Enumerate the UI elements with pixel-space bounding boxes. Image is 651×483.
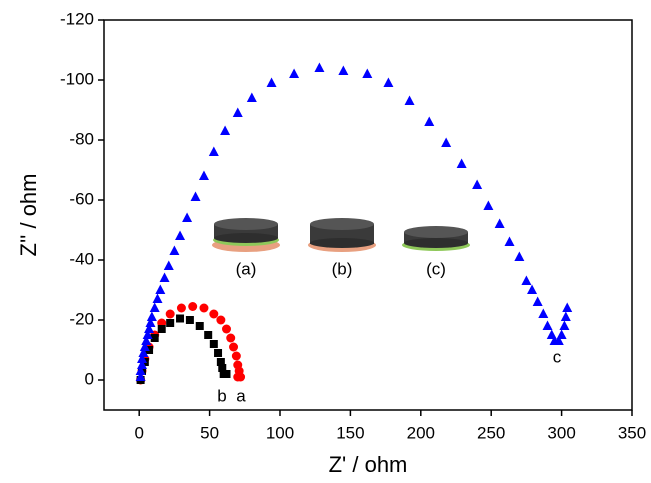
marker	[222, 370, 231, 378]
marker	[185, 316, 194, 324]
marker	[527, 284, 538, 294]
marker	[137, 359, 148, 369]
x-tick-label: 200	[407, 423, 435, 442]
marker	[542, 320, 553, 330]
inset-discs	[212, 218, 470, 252]
marker	[472, 179, 483, 189]
marker	[208, 146, 219, 156]
marker	[532, 296, 543, 306]
marker	[139, 341, 150, 351]
marker	[169, 245, 180, 255]
marker	[229, 342, 239, 352]
series-label: b	[217, 386, 226, 405]
marker	[232, 107, 243, 117]
marker	[150, 334, 159, 342]
marker	[175, 230, 186, 240]
marker	[204, 331, 213, 339]
x-tick-label: 250	[477, 423, 505, 442]
marker	[135, 365, 146, 375]
marker	[553, 335, 564, 345]
marker	[504, 236, 515, 246]
marker	[562, 302, 573, 312]
inset-label: (b)	[332, 259, 353, 278]
marker	[138, 347, 149, 357]
marker	[441, 137, 452, 147]
marker	[166, 319, 175, 327]
marker	[190, 191, 201, 201]
marker	[155, 284, 166, 294]
marker	[218, 364, 227, 372]
y-axis-title: Z'' / ohm	[16, 174, 41, 257]
x-tick-label: 350	[618, 423, 646, 442]
y-tick-label: -60	[69, 189, 94, 208]
marker	[231, 351, 241, 361]
marker	[559, 320, 570, 330]
marker	[195, 322, 204, 330]
marker	[383, 77, 394, 87]
marker	[456, 158, 467, 168]
marker	[266, 77, 277, 87]
y-tick-label: 0	[85, 369, 94, 388]
y-tick-label: -80	[69, 129, 94, 148]
marker	[216, 315, 226, 325]
marker	[176, 303, 186, 313]
marker	[142, 329, 153, 339]
marker	[198, 170, 209, 180]
marker	[538, 308, 549, 318]
marker	[514, 251, 525, 261]
marker	[144, 323, 155, 333]
x-tick-label: 100	[266, 423, 294, 442]
marker	[209, 309, 219, 319]
marker	[289, 68, 300, 78]
marker	[145, 317, 156, 327]
plot-frame	[103, 19, 633, 411]
y-tick-label: -20	[69, 309, 94, 328]
marker	[246, 92, 257, 102]
y-tick-label: -40	[69, 249, 94, 268]
marker	[233, 372, 243, 382]
marker	[494, 218, 505, 228]
x-tick-label: 300	[547, 423, 575, 442]
marker	[137, 353, 148, 363]
marker	[226, 333, 236, 343]
marker	[338, 65, 349, 75]
marker	[560, 311, 571, 321]
marker	[149, 302, 160, 312]
marker	[157, 325, 166, 333]
marker	[152, 293, 163, 303]
y-tick-label: -120	[60, 9, 94, 28]
marker	[424, 116, 435, 126]
marker	[135, 371, 146, 381]
marker	[141, 335, 152, 345]
marker	[216, 358, 225, 366]
marker	[182, 212, 193, 222]
inset-label: (c)	[426, 259, 446, 278]
y-tick-label: -100	[60, 69, 94, 88]
marker	[404, 95, 415, 105]
marker	[521, 275, 532, 285]
marker	[146, 311, 157, 321]
x-tick-label: 50	[200, 423, 219, 442]
marker	[214, 349, 223, 357]
marker	[165, 309, 175, 319]
marker	[209, 340, 218, 348]
series-label: c	[553, 347, 562, 366]
x-axis-title: Z' / ohm	[329, 452, 408, 477]
marker	[362, 68, 373, 78]
marker	[221, 324, 231, 334]
series-label: a	[236, 386, 246, 405]
marker	[176, 314, 185, 323]
marker	[483, 200, 494, 210]
marker	[188, 302, 198, 311]
inset-label: (a)	[236, 259, 257, 278]
marker	[556, 329, 567, 339]
marker	[199, 303, 209, 313]
marker	[314, 62, 325, 72]
marker	[159, 272, 170, 282]
marker	[163, 260, 174, 270]
marker	[220, 125, 231, 135]
x-tick-label: 0	[134, 423, 143, 442]
x-tick-label: 150	[336, 423, 364, 442]
